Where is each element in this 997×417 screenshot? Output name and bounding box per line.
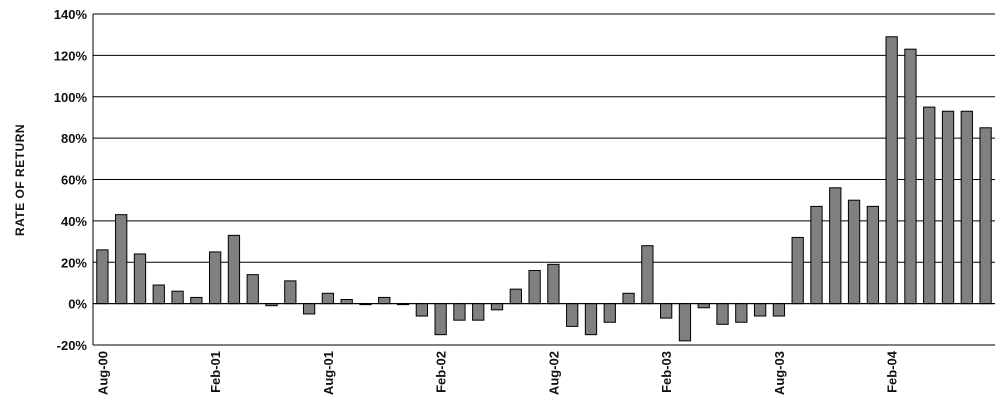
bar-feb-04 xyxy=(885,36,898,305)
bar-jul-03 xyxy=(753,303,767,317)
bar-dec-03 xyxy=(847,199,861,305)
y-tick-label: 20% xyxy=(61,255,87,270)
bar-feb-01 xyxy=(209,251,222,305)
bar-jan-01 xyxy=(190,296,203,305)
y-tick-label: 40% xyxy=(61,214,87,229)
y-tick-label: 0% xyxy=(68,297,87,312)
bar-aug-03 xyxy=(772,303,786,317)
bar-jan-02 xyxy=(415,303,429,317)
bar-nov-03 xyxy=(829,187,842,305)
bar-may-02 xyxy=(490,303,504,311)
x-tick-label: Aug-00 xyxy=(95,351,110,395)
bar-dec-02 xyxy=(622,292,635,305)
bar-may-04 xyxy=(941,110,955,305)
bar-jun-02 xyxy=(509,288,522,305)
bar-sep-02 xyxy=(566,303,579,327)
bar-mar-03 xyxy=(678,303,692,342)
bar-jan-03 xyxy=(641,245,654,305)
bar-oct-00 xyxy=(133,253,147,305)
x-tick-label: Feb-02 xyxy=(434,351,449,393)
y-tick-label: 120% xyxy=(54,48,88,63)
bar-apr-04 xyxy=(923,106,936,305)
bar-jan-04 xyxy=(866,205,879,305)
bar-sep-01 xyxy=(340,298,353,305)
bar-sep-00 xyxy=(115,214,128,305)
bar-oct-02 xyxy=(584,303,598,336)
x-tick-labels: Aug-00 Feb-01 Aug-01 Feb-02 Aug-02 Feb-03 Aug-… xyxy=(95,350,899,395)
x-tick-label: Aug-01 xyxy=(321,351,336,395)
bars xyxy=(96,36,992,342)
y-tick-label: 80% xyxy=(61,131,87,146)
x-tick-label: Feb-04 xyxy=(885,350,900,393)
bar-jun-01 xyxy=(284,280,297,305)
bar-aug-02 xyxy=(547,263,560,305)
bar-jul-01 xyxy=(302,303,316,315)
bar-jun-04 xyxy=(960,110,973,305)
bar-jul-02 xyxy=(528,270,541,305)
bar-mar-01 xyxy=(227,234,241,305)
bar-may-03 xyxy=(716,303,729,325)
x-tick-label: Feb-01 xyxy=(208,351,223,393)
bar-feb-02 xyxy=(434,303,447,336)
bar-aug-00 xyxy=(96,249,109,305)
bar-apr-01 xyxy=(246,274,259,305)
bar-dec-00 xyxy=(171,290,184,305)
x-tick-label: Feb-03 xyxy=(659,351,674,393)
bar-mar-02 xyxy=(453,303,466,321)
bar-nov-00 xyxy=(152,284,165,305)
y-tick-label: -20% xyxy=(57,338,88,353)
y-tick-label: 140% xyxy=(54,7,88,22)
y-axis-title: RATE OF RETURN xyxy=(13,124,27,236)
bar-feb-03 xyxy=(660,303,673,319)
x-tick-label: Aug-02 xyxy=(546,351,561,395)
bar-mar-04 xyxy=(904,48,917,305)
bar-jun-03 xyxy=(735,303,748,323)
bar-aug-01 xyxy=(321,292,335,305)
bar-nov-01 xyxy=(378,296,391,305)
y-tick-label: 60% xyxy=(61,173,87,188)
y-tick-label: 100% xyxy=(54,90,88,105)
x-tick-label: Aug-03 xyxy=(772,351,787,395)
bar-sep-03 xyxy=(791,236,804,305)
bar-apr-02 xyxy=(472,303,485,321)
bar-jul-04 xyxy=(979,127,992,305)
bar-nov-02 xyxy=(603,303,616,323)
bar-apr-03 xyxy=(697,303,710,309)
bar-oct-03 xyxy=(810,205,823,305)
axes xyxy=(92,14,995,345)
y-tick-labels: -20% 0% 20% 40% 60% 80% 100% 120% 140% xyxy=(54,7,88,353)
